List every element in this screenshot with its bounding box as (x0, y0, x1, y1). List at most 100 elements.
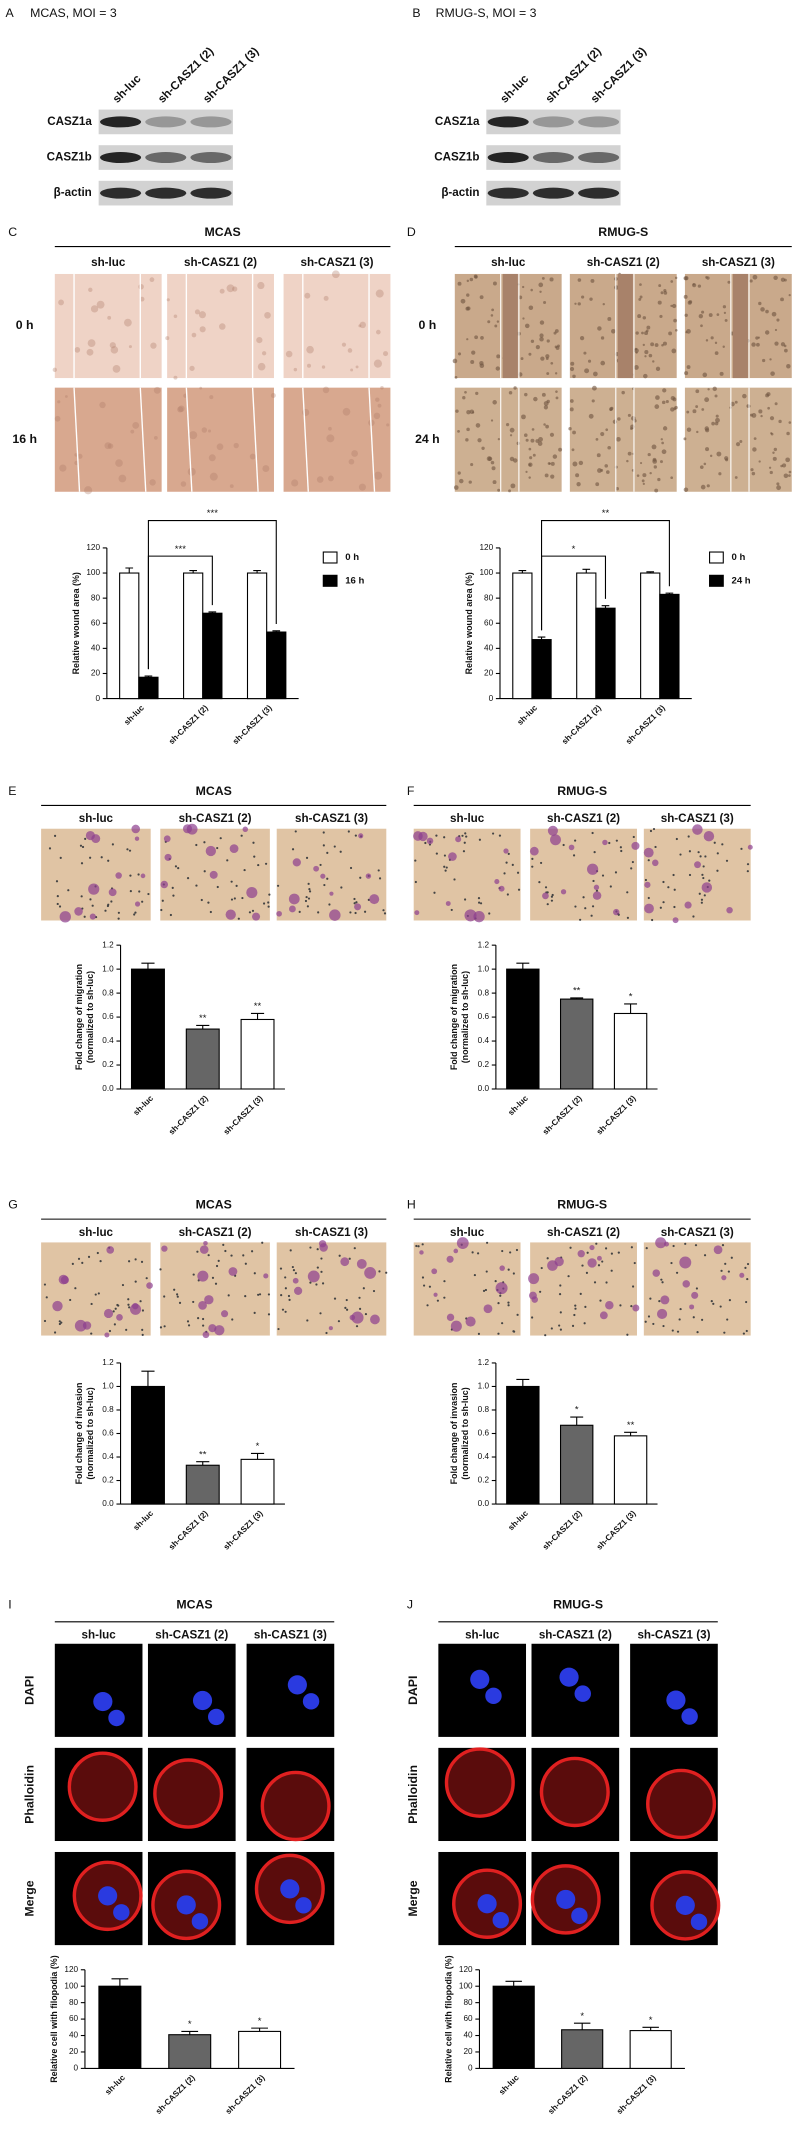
cell-texture (644, 331, 649, 336)
cell-texture (719, 371, 724, 376)
cell-texture (780, 342, 786, 347)
blot-band (487, 152, 529, 164)
error-bar (250, 1012, 265, 1020)
stained-cell (329, 891, 334, 896)
cell-texture (589, 297, 593, 301)
x-tick-label: sh-CASZ1 (2) (167, 1509, 210, 1552)
bar (613, 1012, 648, 1090)
pore (169, 913, 172, 917)
cell-texture (684, 313, 688, 317)
significance: * (629, 992, 633, 1003)
cell-texture (774, 402, 778, 406)
pore (258, 1293, 262, 1296)
pore (544, 1334, 547, 1337)
cell-texture (541, 276, 545, 280)
pore (488, 912, 491, 915)
y-tick-label: 0.4 (102, 1452, 114, 1461)
nucleus (690, 1913, 708, 1931)
cell-texture (178, 405, 185, 412)
actin (260, 1770, 331, 1842)
cell-texture (584, 368, 590, 374)
cell-texture (780, 277, 786, 282)
stained-cell (74, 907, 83, 916)
x-tick-label: sh-CASZ1 (3) (624, 703, 667, 746)
cell-texture (348, 458, 355, 465)
significance: ** (602, 508, 610, 519)
pore (667, 886, 670, 889)
stained-cell (483, 1304, 493, 1314)
column-label: sh-luc (465, 1629, 500, 1642)
cell-texture (323, 295, 329, 301)
pore (111, 843, 114, 846)
cell-texture (650, 342, 655, 347)
cell-texture (783, 473, 789, 479)
pore (417, 1245, 420, 1248)
pore (309, 1246, 312, 1249)
nucleus (492, 1911, 509, 1929)
blot-row-label: β-actin (54, 186, 92, 199)
y-axis-label: (normalized to sh-luc) (460, 1387, 470, 1479)
bar (130, 968, 165, 1090)
y-axis-label: Relative cell with filopodia (%) (444, 1955, 454, 2082)
stained-cell (370, 1314, 380, 1325)
pore (702, 876, 705, 880)
pore (591, 831, 594, 835)
stained-cell (554, 1256, 564, 1267)
cell-texture (701, 408, 705, 411)
nucleus (302, 1693, 320, 1710)
cell-texture (659, 460, 663, 464)
pore (195, 843, 198, 847)
cell-texture (631, 416, 636, 421)
cell-texture (291, 479, 299, 487)
cell-texture (724, 318, 728, 322)
pore (353, 897, 356, 901)
pore (426, 1304, 429, 1307)
bar (559, 1424, 594, 1505)
micrograph (438, 1643, 527, 1737)
pore (725, 859, 729, 862)
pore (348, 1257, 351, 1260)
stained-cell (413, 831, 423, 841)
cell-texture (697, 284, 702, 288)
pore (506, 893, 509, 896)
cell-texture (711, 421, 715, 426)
pore (80, 862, 84, 865)
pore (60, 1321, 63, 1324)
significance: * (580, 2011, 584, 2022)
pore (626, 1333, 629, 1336)
pore (675, 1271, 679, 1274)
stained-cell (182, 824, 193, 834)
stained-cell (288, 893, 300, 905)
cell-texture (257, 281, 265, 290)
pore (94, 1293, 97, 1296)
stained-cell (453, 1248, 459, 1254)
cell-texture (686, 427, 692, 432)
pore (659, 906, 662, 909)
pore (584, 907, 587, 910)
stained-cell (577, 1250, 585, 1258)
pore (252, 841, 255, 844)
cell-texture (611, 329, 616, 334)
pore (77, 1257, 81, 1260)
pore (355, 901, 358, 904)
blot-band (100, 116, 142, 128)
cell-texture (634, 365, 639, 370)
pore (614, 871, 618, 874)
cell-texture (569, 366, 575, 372)
cell-texture (684, 276, 689, 281)
cell-texture (513, 386, 517, 390)
cell-texture (674, 405, 678, 410)
pore (433, 891, 436, 894)
pore (651, 918, 654, 922)
pore (435, 834, 438, 837)
legend-swatch (322, 551, 338, 564)
cell-texture (780, 297, 784, 302)
cell-texture (524, 323, 530, 329)
stained-cell (108, 888, 117, 897)
pore (453, 878, 456, 881)
cell-texture (588, 413, 594, 419)
pore (244, 1262, 247, 1265)
pore (662, 1324, 665, 1328)
bar (240, 1458, 275, 1505)
y-tick-label: 80 (69, 1998, 79, 2007)
